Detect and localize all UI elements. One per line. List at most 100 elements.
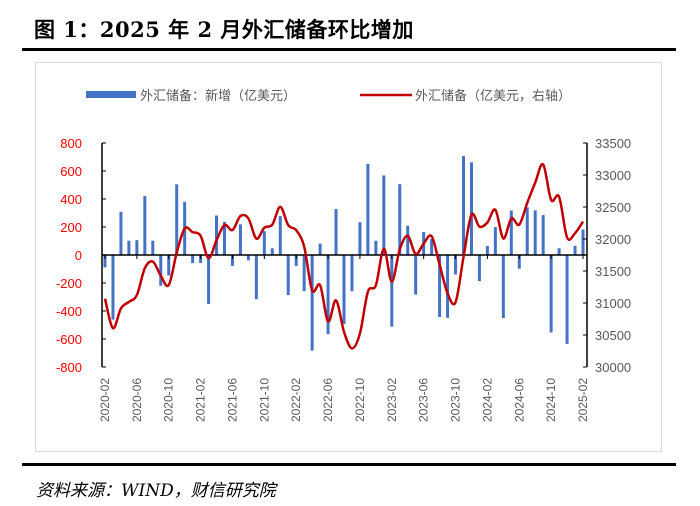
x-tick-label: 2021-06 (225, 378, 239, 422)
chart-frame (35, 62, 662, 452)
bar (230, 255, 234, 266)
bar (286, 255, 290, 296)
right-tick-label: 31500 (595, 264, 631, 279)
bar (525, 207, 529, 255)
bar (565, 255, 569, 344)
left-tick-label: -200 (56, 276, 82, 291)
bar (350, 255, 354, 292)
bar (501, 255, 505, 318)
bar (119, 211, 123, 255)
top-rule (22, 48, 676, 51)
legend-swatch-bar (86, 91, 136, 98)
x-tick-label: 2023-02 (385, 378, 399, 422)
bar (159, 255, 163, 286)
x-tick-label: 2022-10 (353, 378, 367, 422)
bar (573, 245, 577, 255)
bar (143, 196, 147, 255)
bar (334, 209, 338, 255)
left-tick-label: -800 (56, 360, 82, 375)
bar (238, 224, 242, 255)
bar (262, 231, 266, 255)
bar (374, 240, 378, 255)
bar (557, 248, 561, 255)
bar (446, 255, 450, 318)
x-tick-label: 2020-10 (162, 378, 176, 422)
bar (406, 225, 410, 255)
bar (462, 156, 465, 255)
x-tick-label: 2021-10 (257, 378, 271, 422)
bar (581, 229, 585, 255)
bar (254, 255, 258, 300)
bottom-rule (22, 463, 676, 466)
x-tick-label: 2022-06 (321, 378, 335, 422)
right-tick-label: 32000 (595, 232, 631, 247)
source-note: 资料来源：WIND，财信研究院 (36, 481, 276, 501)
bar (310, 255, 314, 351)
x-tick-label: 2022-02 (289, 378, 303, 422)
bar (246, 255, 250, 261)
right-tick-label: 30500 (595, 328, 631, 343)
x-tick-label: 2023-06 (417, 378, 431, 422)
bar (103, 255, 107, 268)
bar (549, 255, 553, 333)
bar (517, 255, 521, 269)
bar (294, 255, 298, 266)
left-tick-label: 600 (60, 164, 82, 179)
bar (167, 255, 171, 276)
legend-label-line: 外汇储备（亿美元，右轴） (415, 88, 571, 103)
bar (493, 227, 497, 255)
x-tick-label: 2023-10 (449, 378, 463, 422)
bar (358, 222, 362, 255)
bar (278, 216, 282, 255)
bar (215, 215, 219, 255)
reserves-line (103, 162, 585, 350)
bar (382, 175, 386, 255)
figure-title: 图 1：2025 年 2 月外汇储备环比增加 (34, 17, 414, 42)
bar (398, 184, 402, 255)
right-tick-label: 31000 (595, 296, 631, 311)
x-tick-label: 2021-02 (194, 378, 208, 422)
bar (477, 255, 481, 282)
bar (438, 255, 442, 318)
bar (223, 221, 226, 255)
x-tick-label: 2020-02 (98, 378, 112, 422)
bar (390, 255, 394, 327)
legend: 外汇储备：新增（亿美元） 外汇储备（亿美元，右轴） (86, 88, 571, 103)
left-tick-label: -600 (56, 332, 82, 347)
x-tick-label: 2020-06 (130, 378, 144, 422)
x-tick-label: 2025-02 (576, 378, 590, 422)
legend-label-bar: 外汇储备：新增（亿美元） (140, 88, 296, 103)
bar (509, 210, 513, 255)
x-tick-label: 2024-06 (512, 378, 526, 422)
bar (127, 240, 131, 255)
bar (342, 255, 346, 324)
bar (326, 255, 330, 335)
bar (541, 215, 545, 255)
bar (318, 243, 322, 255)
left-tick-label: 0 (75, 248, 82, 263)
left-tick-label: 200 (60, 220, 82, 235)
right-tick-label: 33500 (595, 136, 631, 151)
bar (207, 255, 211, 304)
right-tick-label: 30000 (595, 360, 631, 375)
bar (533, 210, 537, 255)
bar (302, 255, 306, 292)
left-tick-label: 800 (60, 136, 82, 151)
bar (270, 248, 274, 255)
bar (191, 255, 195, 264)
left-tick-label: 400 (60, 192, 82, 207)
bar (151, 240, 155, 255)
bar (111, 255, 115, 320)
bar (485, 245, 489, 255)
bar (469, 162, 473, 255)
right-tick-label: 33000 (595, 168, 631, 183)
bar (175, 184, 179, 255)
bar (430, 239, 434, 255)
bar (366, 163, 370, 255)
left-tick-label: -400 (56, 304, 82, 319)
bar (454, 255, 458, 275)
bar (135, 240, 139, 255)
x-tick-label: 2024-10 (544, 378, 558, 422)
right-tick-label: 32500 (595, 200, 631, 215)
